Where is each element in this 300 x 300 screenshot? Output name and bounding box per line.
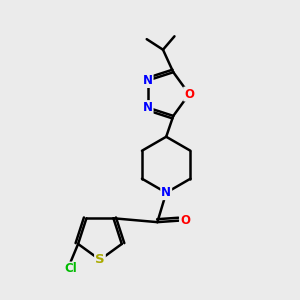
Text: O: O bbox=[184, 88, 194, 100]
Text: Cl: Cl bbox=[64, 262, 77, 275]
Text: N: N bbox=[142, 74, 153, 87]
Text: N: N bbox=[161, 186, 171, 199]
Text: N: N bbox=[142, 101, 153, 114]
Text: S: S bbox=[95, 253, 105, 266]
Text: O: O bbox=[180, 214, 190, 227]
